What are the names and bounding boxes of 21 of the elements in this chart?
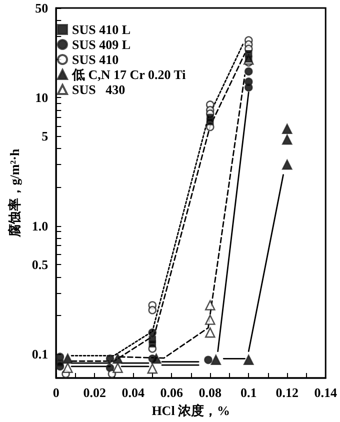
x-axis-title: HCl 浓度，% <box>152 403 230 418</box>
legend-label: SUS 409 L <box>72 37 131 52</box>
x-tick-label: 0.12 <box>276 385 299 400</box>
y-tick-label: 0.1 <box>32 346 48 362</box>
x-tick-label: 0.02 <box>83 385 106 400</box>
x-tick-label: 0 <box>52 385 60 400</box>
y-tick-label: 1.0 <box>32 218 48 234</box>
x-tick-label: 0.04 <box>122 385 146 400</box>
legend-label: SUS 410 <box>72 52 119 67</box>
y-tick-label: 10 <box>35 90 48 106</box>
y-tick-label: 0.5 <box>32 256 49 272</box>
legend-label: 低 C,N 17 Cr 0.20 Ti <box>71 67 186 82</box>
legend-label: SUS 430 <box>72 82 126 97</box>
x-tick-label: 0.08 <box>198 385 222 400</box>
legend-label: SUS 410 L <box>72 22 131 37</box>
y-tick-label: 5 <box>42 128 49 144</box>
x-tick-label: 0.06 <box>160 385 184 400</box>
x-tick-label: 0.1 <box>240 385 257 400</box>
x-tick-label: 0.14 <box>314 385 338 400</box>
y-tick-label: 50 <box>35 0 48 16</box>
y-axis-title: 腐蚀率，g/m²·h <box>7 148 22 238</box>
